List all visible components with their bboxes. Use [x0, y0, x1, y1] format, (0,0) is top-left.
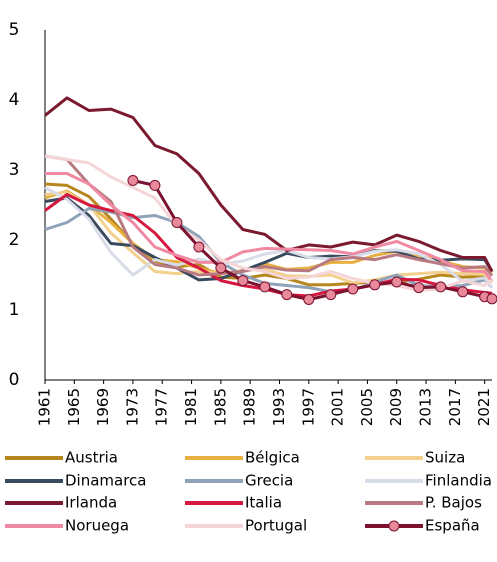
x-tick-label: 1965: [65, 388, 83, 426]
x-tick-label: 1977: [153, 388, 171, 426]
y-tick-label: 2: [9, 230, 20, 250]
x-tick-label: 2017: [446, 388, 464, 426]
series-marker: [149, 179, 161, 191]
y-tick-label: 3: [9, 160, 20, 180]
legend-item: Irlanda: [5, 494, 117, 512]
series-marker: [259, 281, 271, 293]
series-marker: [325, 289, 337, 301]
series-marker: [347, 283, 359, 295]
series-marker: [193, 241, 205, 253]
series-marker: [237, 275, 249, 287]
series-marker: [127, 175, 139, 186]
x-tick-label: 1993: [270, 388, 288, 426]
series-line: [44, 154, 494, 277]
legend-item: Grecia: [185, 472, 293, 490]
legend-label: Irlanda: [65, 494, 117, 512]
legend-label: P. Bajos: [425, 494, 482, 512]
series-marker: [486, 293, 497, 305]
x-tick-label: 1973: [123, 388, 141, 426]
series-line: [45, 172, 494, 283]
series-line: [132, 179, 493, 301]
legend-item: España: [365, 517, 480, 535]
legend-marker: [388, 520, 400, 532]
legend-item: Portugal: [185, 517, 307, 535]
series-marker: [413, 282, 425, 294]
legend-label: Finlandia: [425, 472, 492, 490]
series-line: [44, 190, 494, 285]
x-tick-label: 2021: [475, 388, 493, 426]
series-line: [44, 96, 494, 273]
x-tick-label: 1985: [211, 388, 229, 426]
legend-item: Italia: [185, 494, 282, 512]
x-tick-label: 1981: [182, 388, 200, 426]
series-marker: [215, 262, 227, 274]
x-tick-label: 1989: [241, 388, 259, 426]
legend-item: Dinamarca: [5, 472, 147, 490]
legend-label: Dinamarca: [65, 472, 147, 490]
x-tick-label: 2001: [329, 388, 347, 426]
series-line: [44, 186, 494, 289]
series-marker: [457, 286, 469, 298]
series-marker: [369, 279, 381, 291]
legend-item: Finlandia: [365, 472, 492, 490]
legend-label: Suiza: [425, 449, 465, 467]
legend-label: España: [425, 517, 480, 535]
y-tick-label: 1: [9, 300, 20, 320]
y-tick-label: 0: [9, 370, 20, 390]
legend-item: Austria: [5, 449, 118, 467]
series-marker: [435, 281, 447, 293]
legend-item: Bélgica: [185, 449, 300, 467]
legend-label: Portugal: [245, 517, 307, 535]
legend-label: Noruega: [65, 517, 129, 535]
series-line: [44, 154, 493, 292]
x-tick-label: 2013: [417, 388, 435, 426]
series-marker: [281, 289, 293, 301]
legend-label: Grecia: [245, 472, 293, 490]
x-tick-label: 1969: [94, 388, 112, 426]
legend-label: Bélgica: [245, 449, 300, 467]
y-tick-label: 4: [9, 90, 20, 110]
legend-item: P. Bajos: [365, 494, 482, 512]
series-marker: [391, 276, 403, 288]
y-tick-label: 5: [9, 20, 20, 40]
series-marker: [171, 217, 183, 228]
x-tick-label: 2005: [358, 388, 376, 426]
x-tick-label: 1961: [36, 388, 54, 426]
legend-item: Noruega: [5, 517, 129, 535]
legend-item: Suiza: [365, 449, 465, 467]
series-marker: [303, 294, 315, 305]
legend-label: Italia: [245, 494, 282, 512]
x-tick-label: 2009: [387, 388, 405, 426]
legend-label: Austria: [65, 449, 118, 467]
x-tick-label: 1997: [299, 388, 317, 426]
